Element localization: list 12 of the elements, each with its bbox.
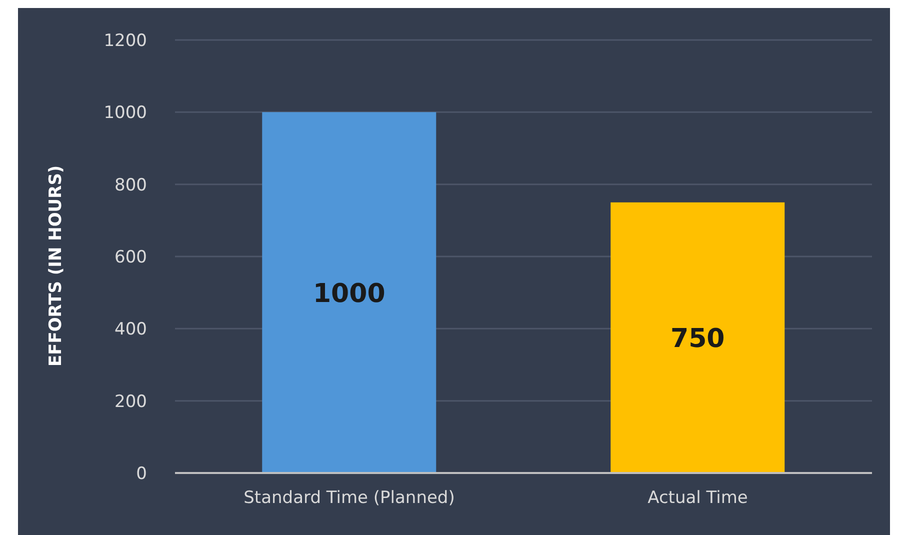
y-tick-label: 200 [114, 392, 147, 412]
y-tick-label: 400 [114, 320, 147, 340]
y-axis-title: EFFORTS (IN HOURS) [46, 165, 66, 366]
y-tick-label: 800 [114, 175, 147, 196]
data-label: 750 [670, 324, 725, 354]
x-tick-label: Actual Time [648, 488, 748, 508]
y-tick-label: 0 [136, 464, 147, 484]
data-label: 1000 [312, 278, 386, 309]
y-tick-label: 1000 [104, 103, 147, 124]
x-tick-label: Standard Time (Planned) [244, 488, 455, 508]
y-tick-label: 600 [114, 248, 147, 268]
y-tick-label: 1200 [104, 31, 147, 52]
